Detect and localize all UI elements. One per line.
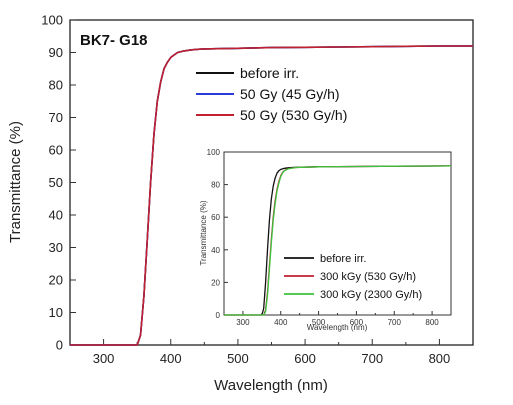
inset-x-tick-label-1: 400 xyxy=(274,318,288,327)
main-legend-label-1: 50 Gy (45 Gy/h) xyxy=(240,86,340,102)
main-y-tick-label-6: 60 xyxy=(49,143,63,158)
main-chart-title: BK7- G18 xyxy=(80,32,148,49)
main-legend-label-2: 50 Gy (530 Gy/h) xyxy=(240,107,347,123)
inset-y-tick-label-5: 100 xyxy=(207,148,221,157)
main-series-line-2 xyxy=(70,45,473,346)
main-legend: before irr. 50 Gy (45 Gy/h) 50 Gy (530 G… xyxy=(196,65,347,123)
main-x-tick-label-0: 300 xyxy=(93,351,115,366)
main-series-group xyxy=(70,45,473,346)
inset-y-axis-label: Transmittance (%) xyxy=(199,200,208,265)
main-x-axis-label: Wavelength (nm) xyxy=(214,377,328,394)
main-y-axis-label: Transmittance (%) xyxy=(7,121,24,243)
inset-y-tick-label-0: 0 xyxy=(216,311,221,320)
inset-y-tick-label-2: 40 xyxy=(211,246,220,255)
main-y-tick-label-8: 80 xyxy=(49,78,63,93)
inset-x-tick-label-3: 600 xyxy=(350,318,364,327)
main-x-tick-label-1: 400 xyxy=(160,351,182,366)
inset-legend-label-0: before irr. xyxy=(320,253,366,265)
main-y-tick-label-3: 30 xyxy=(49,240,63,255)
main-x-tick-label-4: 700 xyxy=(361,351,383,366)
inset-series-group xyxy=(224,165,452,316)
inset-y-tick-label-4: 80 xyxy=(211,181,220,190)
main-y-tick-label-10: 100 xyxy=(41,13,63,28)
main-x-tick-label-5: 800 xyxy=(429,351,451,366)
main-x-tick-label-2: 500 xyxy=(227,351,249,366)
inset-x-axis-label: Wavelength (nm) xyxy=(307,323,368,332)
inset-background xyxy=(218,150,466,325)
inset-legend-label-2: 300 kGy (2300 Gy/h) xyxy=(320,289,422,301)
main-y-tick-label-0: 0 xyxy=(56,338,63,353)
inset-legend-label-1: 300 kGy (530 Gy/h) xyxy=(320,271,416,283)
inset-legend: before irr. 300 kGy (530 Gy/h) 300 kGy (… xyxy=(284,253,422,301)
inset-x-tick-label-5: 800 xyxy=(425,318,439,327)
main-legend-label-0: before irr. xyxy=(240,65,299,81)
inset-y-tick-label-1: 20 xyxy=(211,278,220,287)
main-y-tick-label-5: 50 xyxy=(49,175,63,190)
main-y-tick-label-7: 70 xyxy=(49,110,63,125)
inset-y-tick-label-3: 60 xyxy=(211,213,220,222)
inset-x-tick-label-4: 700 xyxy=(388,318,402,327)
inset-x-tick-label-2: 500 xyxy=(312,318,326,327)
main-y-tick-label-4: 40 xyxy=(49,208,63,223)
inset-series-line-2 xyxy=(224,165,452,316)
main-x-tick-label-3: 600 xyxy=(294,351,316,366)
main-y-tick-label-2: 20 xyxy=(49,273,63,288)
inset-x-tick-label-0: 300 xyxy=(236,318,250,327)
main-y-tick-label-1: 10 xyxy=(49,305,63,320)
main-y-tick-label-9: 90 xyxy=(49,45,63,60)
